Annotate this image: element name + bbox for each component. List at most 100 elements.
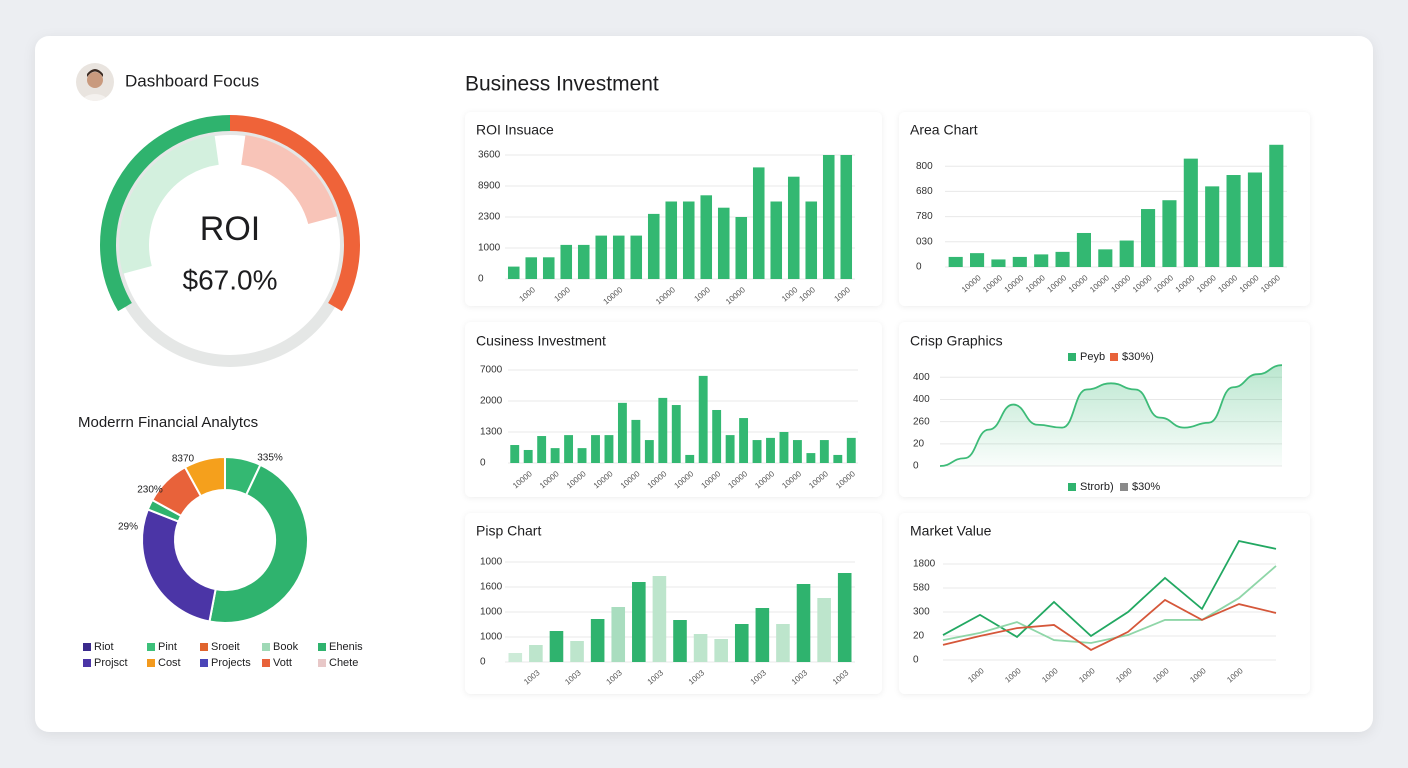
gauge-decor [119,135,220,274]
bar [817,598,831,662]
bar [1183,158,1198,267]
bar [595,235,608,279]
bar [631,419,641,463]
bar [725,435,735,463]
legend-swatch [1110,353,1118,361]
bar [840,155,853,279]
bar [1226,175,1241,267]
pie-annotation: 230% [137,485,163,496]
bar [604,435,614,463]
bar [787,176,800,279]
bar [611,607,626,662]
legend-swatch [318,659,326,667]
y-tick-label: 0 [480,458,486,469]
bar [948,256,963,267]
y-tick-label: 1300 [480,427,503,438]
bar [630,235,643,279]
legend-swatch [262,659,270,667]
bar [644,440,654,463]
pie-title: Moderrn Financial Analytcs [78,414,258,431]
legend-label: Ehenis [329,641,363,653]
bar [549,631,564,662]
bar [693,634,708,662]
y-tick-label: 1000 [480,607,503,618]
y-tick-label: 300 [913,607,930,618]
panel-title: Pisp Chart [476,523,541,539]
bar [1055,251,1070,267]
legend-swatch [1120,483,1128,491]
bar [846,437,856,463]
line [942,598,1277,651]
bar [564,435,574,463]
bar [1141,209,1156,267]
legend-swatch [1068,353,1076,361]
bar [1247,172,1262,267]
legend-swatch [318,643,326,651]
pie-annotation: 29% [118,522,138,533]
pie-segment [208,463,309,624]
bar [1162,200,1177,267]
y-tick-label: 0 [913,461,919,472]
legend-swatch [147,659,155,667]
gauge-title: ROI [200,210,260,248]
legend-label: Projects [211,657,251,669]
bar [1119,240,1134,267]
panel-title: ROI Insuace [476,122,554,138]
y-tick-label: 1000 [480,632,503,643]
bar [805,201,818,279]
line [942,539,1277,639]
bar [577,448,587,463]
bar [1269,144,1284,267]
legend-swatch [200,659,208,667]
bar [752,167,765,279]
bar [665,201,678,279]
y-tick-label: 2000 [480,396,503,407]
panel-title: Market Value [910,523,992,539]
y-tick-label: 8900 [478,181,501,192]
legend-label: Strorb) [1080,481,1114,493]
bar [591,435,600,463]
y-tick-label: 7000 [480,365,503,376]
bar [766,437,775,463]
bar [712,409,722,463]
bar [755,608,770,662]
gauge-decor [240,135,338,225]
bar [796,584,811,662]
y-tick-label: 0 [916,262,922,273]
line [939,364,1283,467]
gauge-value: $67.0% [183,264,278,295]
bar [685,454,695,463]
bar [525,257,538,279]
y-tick-label: 0 [480,657,486,668]
bar [735,217,748,279]
legend-label: Book [273,641,299,653]
bar [673,620,687,662]
panel-title: Cusiness Investment [476,333,606,349]
y-tick-label: 0 [913,655,919,666]
bar [537,436,547,463]
bar [714,639,728,662]
bar [837,573,852,662]
bar [523,449,533,463]
legend-label: $30%) [1122,351,1154,363]
bar [560,244,573,279]
legend-swatch [262,643,270,651]
bar [658,397,668,463]
y-tick-label: 1800 [913,559,936,570]
bar [612,235,625,279]
legend-swatch [147,643,155,651]
y-tick-label: 030 [916,236,933,247]
y-tick-label: 20 [913,631,925,642]
pie-annotation: 335% [257,453,283,464]
bar [734,624,749,662]
legend-label: Chete [329,657,358,669]
y-tick-label: 0 [478,274,484,285]
bar [617,402,627,463]
bar [792,440,802,463]
bar [647,213,660,279]
legend-label: Vott [273,657,292,669]
gauge-arc [229,115,360,312]
area-fill [940,365,1282,466]
bar [776,624,790,662]
